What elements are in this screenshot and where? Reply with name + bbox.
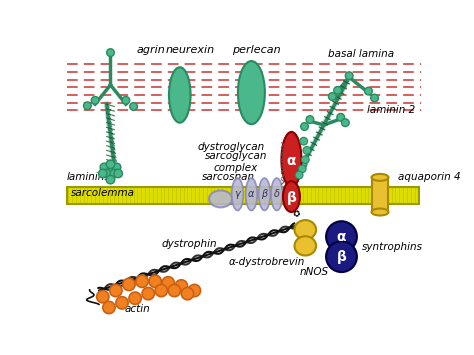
Bar — [66, 187, 419, 204]
Circle shape — [97, 290, 109, 303]
Text: dystrophin: dystrophin — [162, 239, 218, 249]
Circle shape — [298, 165, 306, 173]
Circle shape — [106, 160, 115, 169]
Text: dystroglycan: dystroglycan — [198, 142, 265, 152]
Text: actin: actin — [125, 304, 150, 315]
Ellipse shape — [294, 236, 316, 256]
Circle shape — [91, 97, 99, 104]
Circle shape — [103, 301, 115, 313]
Ellipse shape — [209, 190, 232, 207]
Ellipse shape — [283, 181, 300, 212]
Circle shape — [334, 87, 341, 94]
Circle shape — [155, 284, 167, 297]
Circle shape — [295, 167, 303, 175]
Circle shape — [346, 72, 353, 80]
Circle shape — [149, 275, 161, 288]
Ellipse shape — [372, 174, 389, 181]
Ellipse shape — [232, 178, 243, 211]
Text: β: β — [337, 250, 346, 264]
Circle shape — [168, 284, 181, 297]
Text: sarcolemma: sarcolemma — [71, 188, 135, 198]
Text: α: α — [337, 230, 346, 244]
Text: sarcospan: sarcospan — [202, 172, 255, 182]
Circle shape — [300, 137, 308, 145]
Ellipse shape — [271, 178, 283, 211]
Text: aquaporin 4: aquaporin 4 — [398, 172, 460, 182]
Text: α: α — [248, 189, 255, 199]
Circle shape — [182, 288, 194, 300]
Ellipse shape — [238, 61, 265, 124]
Circle shape — [365, 87, 372, 95]
Circle shape — [162, 277, 174, 289]
Circle shape — [109, 284, 122, 297]
Circle shape — [136, 275, 148, 288]
Ellipse shape — [169, 67, 191, 123]
Text: perlecan: perlecan — [232, 45, 281, 55]
Text: laminins: laminins — [66, 172, 110, 182]
Circle shape — [306, 116, 314, 124]
Circle shape — [142, 288, 155, 300]
Ellipse shape — [246, 178, 257, 211]
Text: β: β — [286, 191, 296, 205]
Circle shape — [106, 168, 115, 176]
Circle shape — [102, 169, 111, 178]
Circle shape — [303, 147, 310, 154]
Circle shape — [341, 119, 349, 126]
Circle shape — [175, 280, 188, 292]
Text: nNOS: nNOS — [300, 267, 329, 277]
Ellipse shape — [259, 178, 270, 211]
Circle shape — [301, 123, 309, 130]
Circle shape — [130, 103, 137, 110]
Circle shape — [116, 297, 128, 309]
Circle shape — [188, 284, 201, 297]
Circle shape — [295, 171, 303, 179]
Text: neurexin: neurexin — [165, 45, 214, 55]
Text: α: α — [287, 154, 296, 168]
Circle shape — [299, 160, 307, 168]
Circle shape — [122, 97, 130, 104]
Circle shape — [301, 156, 309, 164]
Text: δ: δ — [274, 189, 280, 199]
Circle shape — [100, 163, 109, 171]
Ellipse shape — [294, 220, 316, 239]
Circle shape — [99, 169, 107, 178]
Text: syntrophins: syntrophins — [362, 242, 423, 252]
Circle shape — [106, 175, 115, 184]
Circle shape — [326, 241, 357, 272]
Bar — [372, 178, 389, 212]
Circle shape — [123, 278, 135, 290]
Circle shape — [326, 221, 357, 252]
Circle shape — [110, 169, 118, 178]
Text: basal lamina: basal lamina — [328, 49, 394, 59]
Text: α-dystrobrevin: α-dystrobrevin — [228, 257, 305, 267]
Circle shape — [114, 169, 122, 178]
Text: agrin: agrin — [137, 45, 166, 55]
Circle shape — [112, 163, 121, 171]
Text: γ: γ — [235, 189, 240, 199]
Ellipse shape — [282, 132, 301, 187]
Circle shape — [107, 49, 114, 56]
Circle shape — [337, 114, 345, 121]
Ellipse shape — [372, 208, 389, 215]
Circle shape — [83, 102, 91, 110]
Circle shape — [129, 292, 141, 304]
Circle shape — [371, 94, 378, 102]
Text: β: β — [261, 189, 268, 199]
Circle shape — [328, 93, 336, 100]
Text: sarcoglycan
complex: sarcoglycan complex — [205, 151, 267, 173]
Text: laminin 2: laminin 2 — [367, 105, 415, 115]
